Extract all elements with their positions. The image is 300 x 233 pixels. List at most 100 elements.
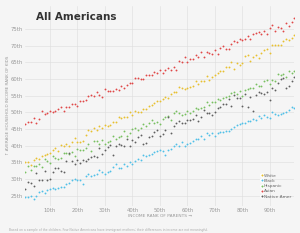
Hispanic [273,79,278,82]
Black [86,172,91,176]
Black [182,144,187,148]
Asian [259,32,264,36]
Native Amer [144,141,148,145]
Hispanic [251,86,256,90]
Native Amer [251,109,256,113]
Asian [286,24,291,28]
White [61,144,66,147]
White [259,51,264,55]
White [251,55,256,59]
White [166,96,170,100]
Hispanic [177,111,182,115]
Asian [267,26,272,30]
White [237,63,242,67]
Black [245,119,250,123]
White [42,153,47,157]
Native Amer [34,171,39,175]
Native Amer [215,107,220,110]
Black [201,137,206,141]
Asian [193,53,198,57]
White [292,33,297,37]
Asian [292,16,297,20]
Hispanic [196,107,201,111]
Asian [243,37,248,41]
Native Amer [42,169,47,173]
Hispanic [199,106,203,110]
Black [83,174,88,178]
Hispanic [267,82,272,86]
Asian [53,109,58,113]
Native Amer [146,135,151,138]
Hispanic [259,84,264,88]
Asian [168,68,173,72]
Black [226,129,231,132]
Asian [254,31,258,35]
Hispanic [248,86,253,90]
Hispanic [111,134,116,138]
White [127,110,132,114]
Hispanic [34,164,39,168]
Native Amer [94,155,99,159]
White [56,149,61,153]
Black [70,178,74,182]
White [193,80,198,83]
Hispanic [37,162,41,166]
Asian [67,105,72,109]
Hispanic [53,157,58,160]
Black [111,165,116,168]
Native Amer [124,137,129,140]
Native Amer [108,143,113,147]
Native Amer [50,170,55,174]
Native Amer [284,86,289,90]
Asian [133,77,137,80]
Hispanic [92,140,96,143]
Native Amer [224,102,228,106]
Hispanic [160,117,165,120]
White [185,86,190,90]
Asian [160,71,165,75]
Native Amer [179,121,184,125]
Asian [245,34,250,38]
Native Amer [86,158,91,161]
Asian [64,106,69,109]
Hispanic [113,137,118,140]
Hispanic [224,95,228,99]
Asian [278,26,283,30]
Hispanic [284,75,289,79]
Native Amer [259,91,264,95]
White [149,103,154,107]
Hispanic [286,69,291,73]
Native Amer [171,124,176,128]
Native Amer [97,146,102,150]
Asian [196,55,201,59]
Native Amer [83,160,88,163]
Native Amer [130,139,135,142]
White [278,43,283,47]
Native Amer [78,162,82,165]
Black [81,182,85,186]
Native Amer [166,116,170,119]
Native Amer [174,121,179,125]
Hispanic [234,92,239,96]
White [133,109,137,113]
White [53,146,58,150]
Black [174,142,179,146]
Native Amer [92,154,96,157]
Hispanic [212,100,217,103]
Hispanic [262,79,267,83]
Black [94,172,99,176]
Asian [229,42,234,46]
White [23,160,28,164]
White [224,65,228,69]
Hispanic [119,134,124,138]
Asian [124,83,129,87]
Asian [26,120,30,124]
Asian [171,65,176,69]
Black [224,129,228,133]
Native Amer [190,117,195,120]
Hispanic [23,170,28,174]
Hispanic [155,120,160,124]
Native Amer [127,144,132,147]
Native Amer [53,166,58,170]
White [284,37,289,41]
